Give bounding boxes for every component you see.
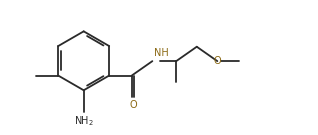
Text: NH$_2$: NH$_2$ (74, 114, 93, 128)
Text: NH: NH (154, 48, 169, 58)
Text: O: O (129, 100, 137, 110)
Text: O: O (213, 56, 221, 66)
